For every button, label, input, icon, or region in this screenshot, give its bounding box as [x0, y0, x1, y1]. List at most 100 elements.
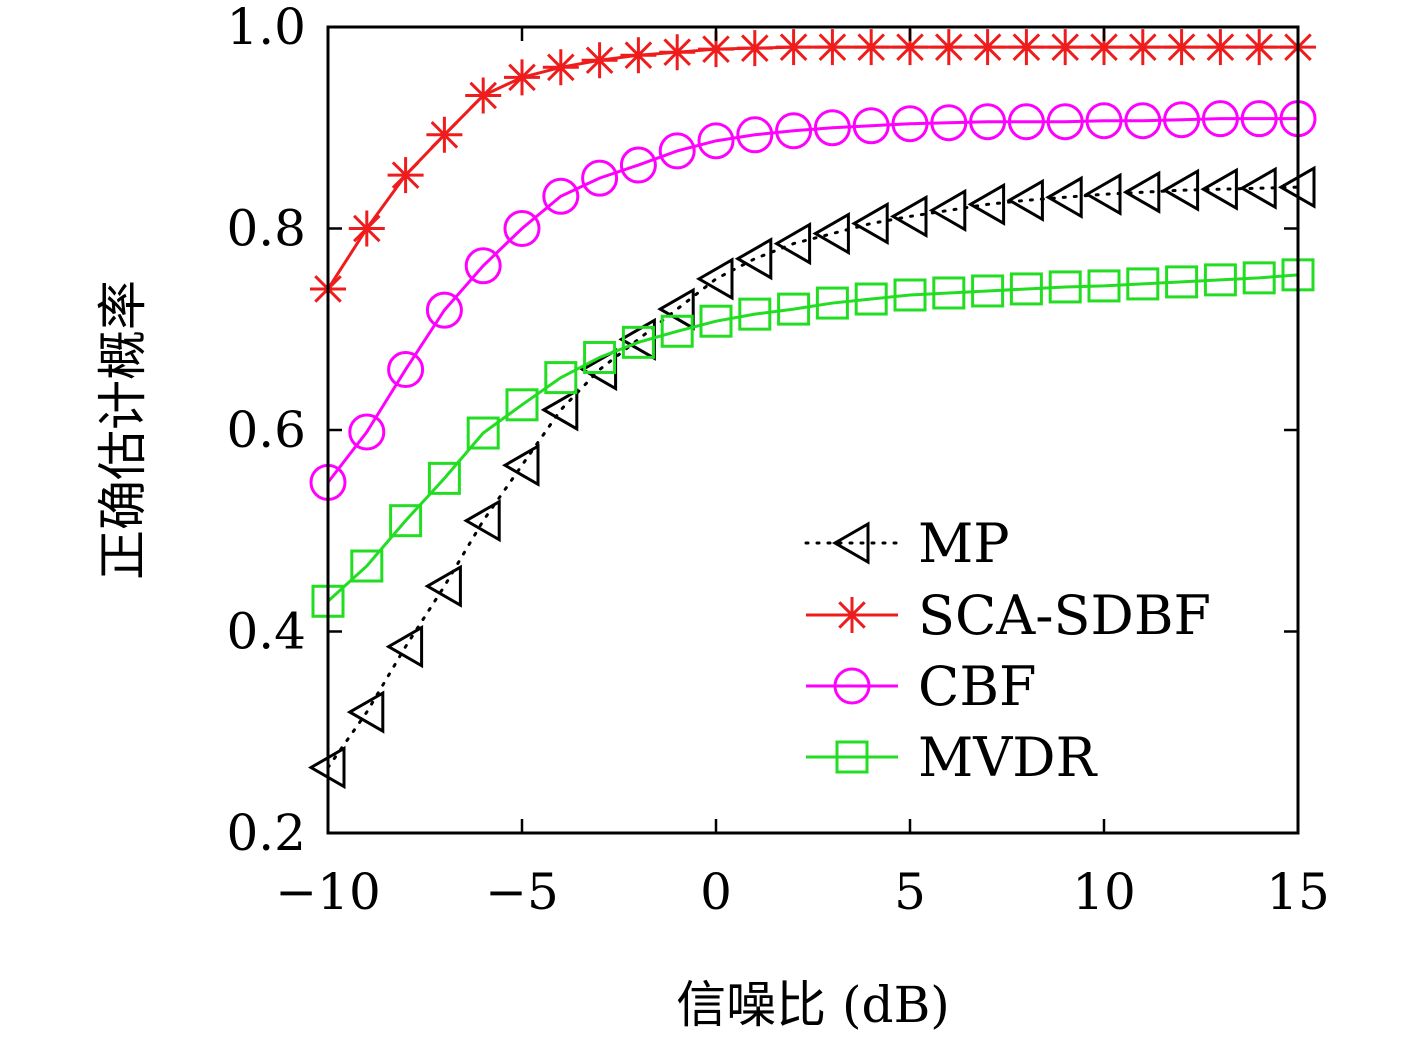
data-point-mvdr [1126, 267, 1160, 301]
x-tick-label: 15 [1266, 863, 1330, 921]
data-point-cbf [930, 104, 968, 142]
data-point-cbf [736, 116, 774, 154]
data-point-mp [1161, 168, 1200, 212]
data-point-mvdr [854, 282, 888, 316]
series-cbf [309, 100, 1317, 501]
y-axis-label: 正确估计概率 [94, 280, 152, 580]
data-point-cbf [581, 159, 619, 197]
data-point-mp [424, 564, 462, 608]
data-point-cbf [387, 351, 425, 389]
legend-marker-cbf [833, 667, 871, 705]
data-point-mvdr [1203, 263, 1237, 297]
data-point-mp [1122, 170, 1161, 214]
data-point-mvdr [893, 278, 927, 312]
data-point-sca-sdbf [465, 77, 502, 114]
data-point-cbf [503, 210, 541, 247]
data-point-sca-sdbf [1124, 29, 1161, 66]
data-point-sca-sdbf [853, 29, 890, 66]
legend-item-cbf: CBF [806, 655, 1036, 718]
data-point-mvdr [1009, 272, 1043, 306]
data-point-mp [540, 388, 579, 432]
data-point-sca-sdbf [775, 29, 812, 66]
data-point-mvdr [505, 388, 539, 422]
data-point-sca-sdbf [426, 116, 463, 153]
data-point-cbf [891, 105, 929, 143]
x-tick-label: −5 [485, 863, 559, 921]
data-point-mp [463, 499, 501, 543]
legend-label-sca-sdbf: SCA-SDBF [918, 584, 1211, 647]
data-point-cbf [1085, 102, 1123, 140]
data-point-sca-sdbf [892, 29, 928, 66]
y-tick-label: 0.8 [226, 200, 306, 258]
data-point-cbf [425, 291, 463, 329]
data-point-mp [1083, 172, 1122, 216]
data-point-mvdr [815, 286, 849, 320]
data-point-sca-sdbf [930, 29, 967, 66]
data-point-mp [1006, 178, 1044, 222]
data-point-cbf [1163, 101, 1201, 139]
data-point-sca-sdbf [1163, 29, 1200, 66]
data-point-mp [889, 194, 928, 239]
data-point-mvdr [777, 292, 811, 326]
legend-marker-mvdr [835, 740, 869, 774]
data-point-cbf [1046, 103, 1084, 141]
y-tick-label: 0.2 [226, 804, 306, 862]
data-point-mp [851, 201, 889, 246]
data-point-sca-sdbf [736, 30, 773, 67]
data-point-sca-sdbf [698, 31, 734, 68]
legend-item-mp: MP [804, 512, 1010, 575]
legend-item-sca-sdbf: SCA-SDBF [806, 584, 1211, 647]
data-point-mp [657, 287, 695, 331]
data-point-mvdr [427, 461, 461, 495]
series-line-cbf [326, 117, 1298, 484]
data-point-mp [967, 182, 1006, 226]
data-point-mvdr [1048, 270, 1082, 304]
y-tick-label: 1.0 [226, 0, 306, 56]
data-point-mp [1045, 175, 1083, 219]
data-point-cbf [1240, 100, 1278, 138]
legend-item-mvdr: MVDR [806, 726, 1098, 789]
x-axis-label: 信噪比 (dB) [676, 976, 950, 1034]
plot-area [307, 29, 1317, 790]
data-point-mp [734, 237, 773, 281]
data-point-cbf [1007, 103, 1045, 141]
data-point-sca-sdbf [542, 49, 579, 86]
axes: −10 −5 0 5 10 15 0.2 0.4 0.6 0.8 1.0 [226, 0, 1329, 921]
data-point-mp [385, 625, 424, 669]
data-point-cbf [348, 413, 386, 451]
data-point-sca-sdbf [1008, 29, 1045, 66]
data-point-sca-sdbf [659, 34, 696, 71]
data-point-mvdr [699, 304, 733, 338]
series-line-mvdr [326, 273, 1299, 603]
data-point-cbf [1201, 100, 1239, 138]
data-point-sca-sdbf [348, 210, 385, 247]
data-point-mp [1239, 166, 1277, 210]
series-line-mp [326, 185, 1300, 770]
data-point-sca-sdbf [387, 157, 424, 194]
data-point-sca-sdbf [1047, 29, 1084, 66]
data-point-mp [928, 188, 967, 232]
data-point-mp [773, 222, 812, 266]
data-point-mp [501, 443, 540, 487]
data-point-sca-sdbf [581, 42, 618, 79]
data-point-cbf [775, 112, 813, 150]
data-point-mvdr [738, 297, 772, 331]
legend-label-mp: MP [918, 512, 1010, 575]
data-point-mvdr [971, 274, 1005, 308]
x-tick-label: −10 [275, 863, 381, 921]
legend-label-cbf: CBF [918, 655, 1036, 718]
data-point-mvdr [1165, 265, 1199, 299]
series-sca-sdbf [310, 29, 1316, 307]
data-point-mvdr [466, 416, 500, 450]
series-mp [307, 165, 1316, 790]
data-point-cbf [852, 107, 890, 145]
x-tick-label: 5 [894, 863, 926, 921]
data-point-mp [812, 211, 850, 256]
data-point-mvdr [660, 314, 694, 348]
data-point-mp [1200, 167, 1238, 211]
data-point-mvdr [583, 340, 617, 374]
data-point-mvdr [1087, 269, 1121, 303]
plot-frame [326, 25, 1300, 835]
